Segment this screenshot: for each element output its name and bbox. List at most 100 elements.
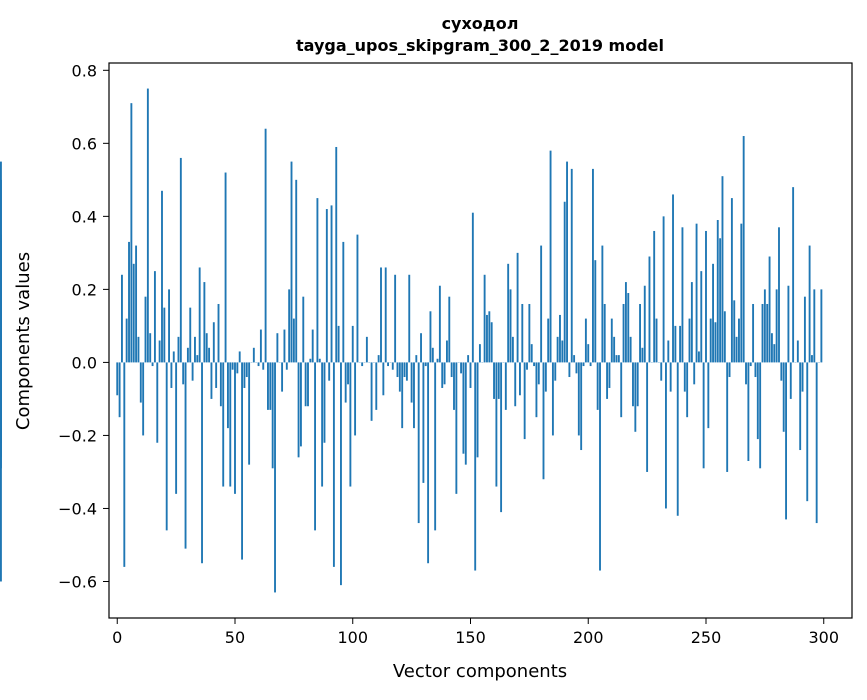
bar	[538, 362, 540, 384]
bar	[128, 242, 130, 362]
bar	[500, 362, 502, 512]
bar	[510, 289, 512, 362]
bar	[790, 362, 792, 399]
bar	[161, 191, 163, 363]
bar	[427, 362, 429, 563]
x-axis-label: Vector components	[393, 661, 567, 682]
bar	[397, 362, 399, 377]
bar	[722, 176, 724, 362]
bar	[745, 362, 747, 384]
bar	[234, 362, 236, 493]
bar	[618, 355, 620, 362]
bar	[335, 147, 337, 362]
bar	[802, 362, 804, 391]
bar	[578, 362, 580, 435]
bar	[787, 286, 789, 363]
bar	[347, 362, 349, 384]
bar	[799, 362, 801, 450]
bar	[371, 362, 373, 420]
bar	[418, 362, 420, 523]
bar	[246, 362, 248, 377]
bar	[580, 362, 582, 450]
x-tick-label: 50	[225, 628, 245, 647]
bar	[253, 348, 255, 363]
bar	[203, 282, 205, 362]
bar	[750, 362, 752, 366]
bar	[611, 319, 613, 363]
bar	[656, 319, 658, 363]
bar	[300, 362, 302, 446]
bar	[173, 351, 175, 362]
bar	[133, 264, 135, 363]
bar	[380, 267, 382, 362]
bar	[559, 315, 561, 362]
bar	[357, 235, 359, 363]
bar	[684, 362, 686, 391]
bar	[674, 326, 676, 363]
bar	[192, 362, 194, 380]
y-axis-ticks: −0.6−0.4−0.20.00.20.40.60.8	[58, 61, 109, 591]
bar	[552, 362, 554, 435]
bar	[399, 362, 401, 391]
x-tick-label: 300	[808, 628, 839, 647]
bar	[634, 362, 636, 431]
bar	[707, 362, 709, 428]
bar	[550, 151, 552, 363]
bar	[507, 264, 509, 363]
bar	[411, 362, 413, 402]
bar	[703, 362, 705, 468]
bar	[755, 362, 757, 377]
bar	[422, 362, 424, 482]
bar	[693, 362, 695, 384]
bar	[288, 289, 290, 362]
bar	[613, 337, 615, 363]
y-axis-label: Components values	[13, 252, 34, 430]
bar	[608, 362, 610, 388]
bar	[531, 344, 533, 362]
bar	[712, 264, 714, 363]
bar	[568, 362, 570, 377]
bar	[479, 344, 481, 362]
bar	[211, 362, 213, 399]
bar	[738, 319, 740, 363]
bar	[773, 344, 775, 362]
bar	[413, 362, 415, 428]
bar	[121, 275, 123, 363]
bar	[573, 355, 575, 362]
bar	[406, 362, 408, 380]
bar	[166, 362, 168, 530]
bar	[521, 304, 523, 362]
bar	[639, 304, 641, 362]
bar	[682, 227, 684, 362]
bar	[495, 362, 497, 486]
bar	[806, 362, 808, 501]
bar	[465, 362, 467, 464]
bar	[533, 362, 535, 366]
bar	[467, 355, 469, 362]
bar	[585, 319, 587, 363]
bar	[691, 282, 693, 362]
bar	[366, 337, 368, 363]
bar	[260, 330, 262, 363]
bar	[239, 351, 241, 362]
bar	[0, 362, 2, 442]
bar	[241, 362, 243, 559]
bar	[776, 289, 778, 362]
bar	[182, 362, 184, 384]
bar	[385, 267, 387, 362]
bar	[543, 362, 545, 479]
bar	[446, 341, 448, 363]
bar	[733, 300, 735, 362]
bar	[276, 333, 278, 362]
bar	[486, 315, 488, 362]
bar	[420, 333, 422, 362]
bar	[243, 362, 245, 388]
chart-subtitle: tayga_upos_skipgram_300_2_2019 model	[296, 36, 664, 55]
bar	[526, 362, 528, 369]
bar	[218, 304, 220, 362]
bar	[566, 162, 568, 363]
bar	[375, 362, 377, 409]
bar	[644, 286, 646, 363]
bar	[430, 311, 432, 362]
bar	[649, 257, 651, 363]
